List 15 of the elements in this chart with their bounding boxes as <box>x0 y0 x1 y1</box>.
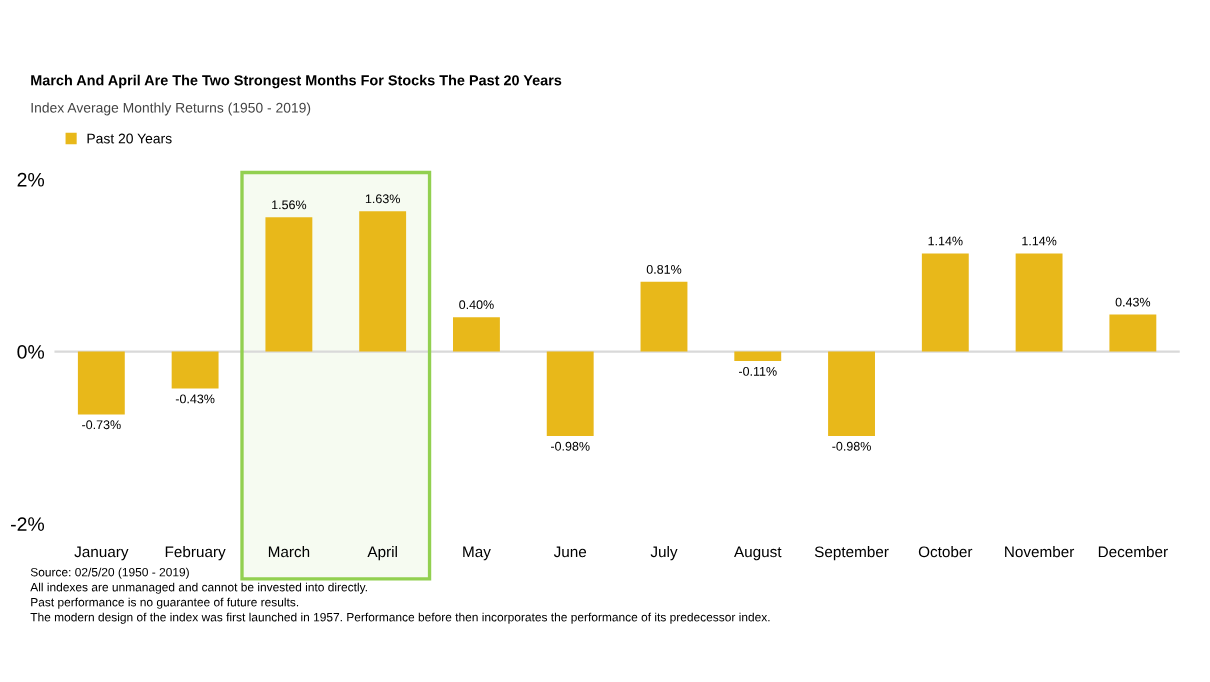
bar <box>452 317 500 352</box>
bar <box>171 351 219 389</box>
bar <box>921 253 969 352</box>
bar <box>77 351 125 415</box>
bar <box>1015 253 1063 352</box>
y-tick-label: 0% <box>17 345 45 359</box>
bar <box>1109 314 1157 352</box>
bar <box>359 211 407 352</box>
bar <box>734 351 782 362</box>
y-tick-label: 2% <box>17 172 45 187</box>
bar <box>828 351 875 436</box>
y-tick-label: -2% <box>11 517 45 531</box>
bar <box>640 281 688 352</box>
bar <box>546 351 594 436</box>
bar <box>265 217 313 352</box>
